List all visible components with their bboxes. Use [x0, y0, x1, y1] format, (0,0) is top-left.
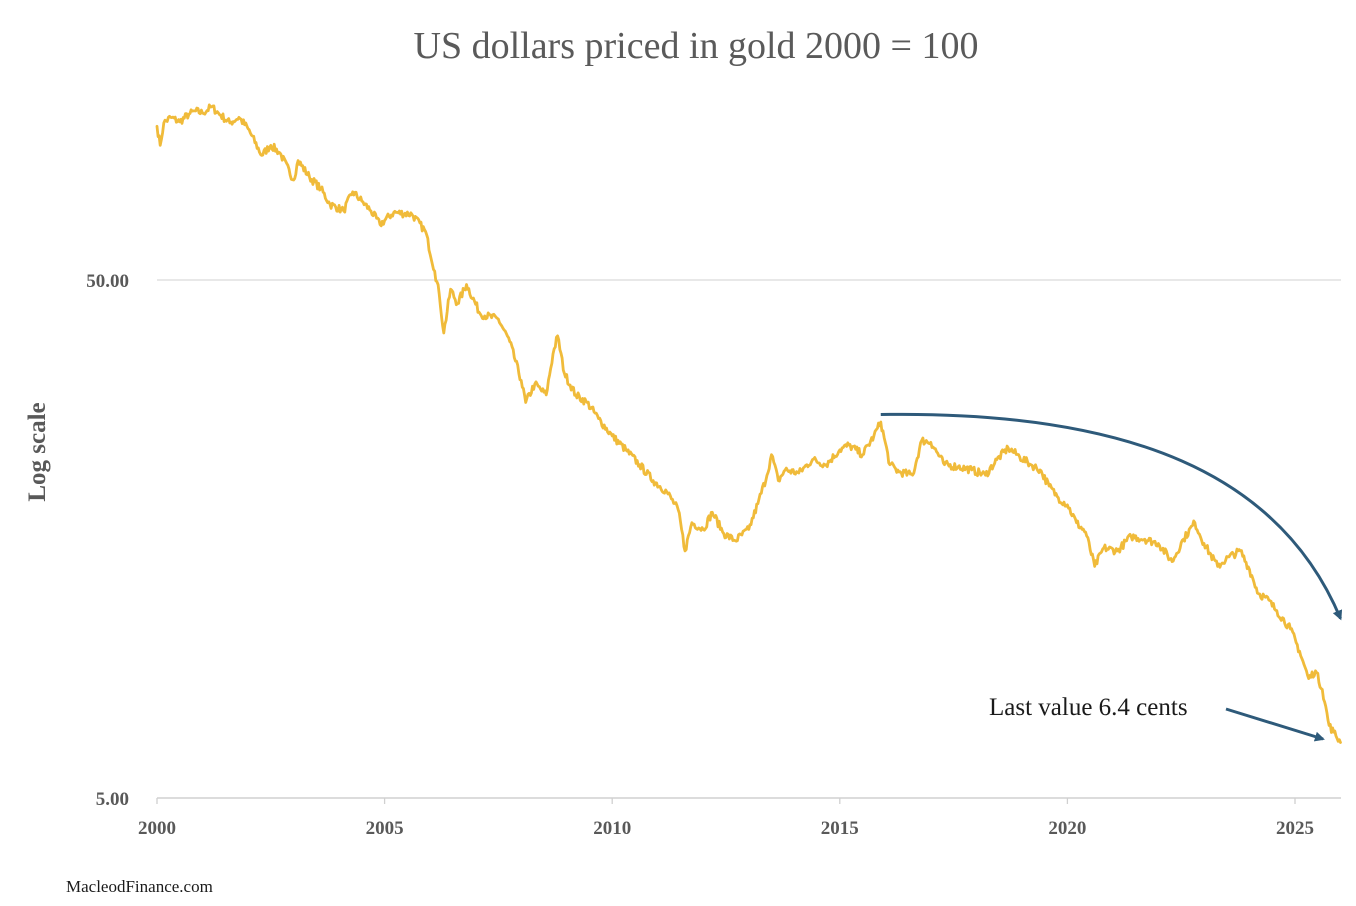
x-tick-label: 2015 — [821, 818, 859, 839]
x-tick-label: 2000 — [138, 818, 176, 839]
y-axis-label: Log scale — [24, 402, 51, 501]
x-tick-label: 2020 — [1048, 818, 1086, 839]
annotations — [880, 412, 1343, 742]
x-axis — [156, 797, 1341, 804]
x-axis-ticks: 2000 2005 2010 2015 2020 2025 — [138, 818, 1314, 839]
x-tick-label: 2005 — [366, 818, 404, 839]
last-value-arrow — [1225, 707, 1325, 742]
series-line — [155, 103, 1342, 744]
y-axis-ticks: 50.00 5.00 — [86, 271, 129, 810]
last-value-annotation: Last value 6.4 cents — [989, 694, 1188, 721]
chart-title: US dollars priced in gold 2000 = 100 — [414, 25, 979, 67]
y-tick-label: 5.00 — [96, 789, 129, 810]
source-credit: MacleodFinance.com — [66, 877, 213, 896]
series-layer — [155, 103, 1342, 744]
trend-arrow — [880, 412, 1343, 621]
x-tick-label: 2010 — [593, 818, 631, 839]
y-tick-label: 50.00 — [86, 271, 129, 292]
x-tick-label: 2025 — [1276, 818, 1314, 839]
